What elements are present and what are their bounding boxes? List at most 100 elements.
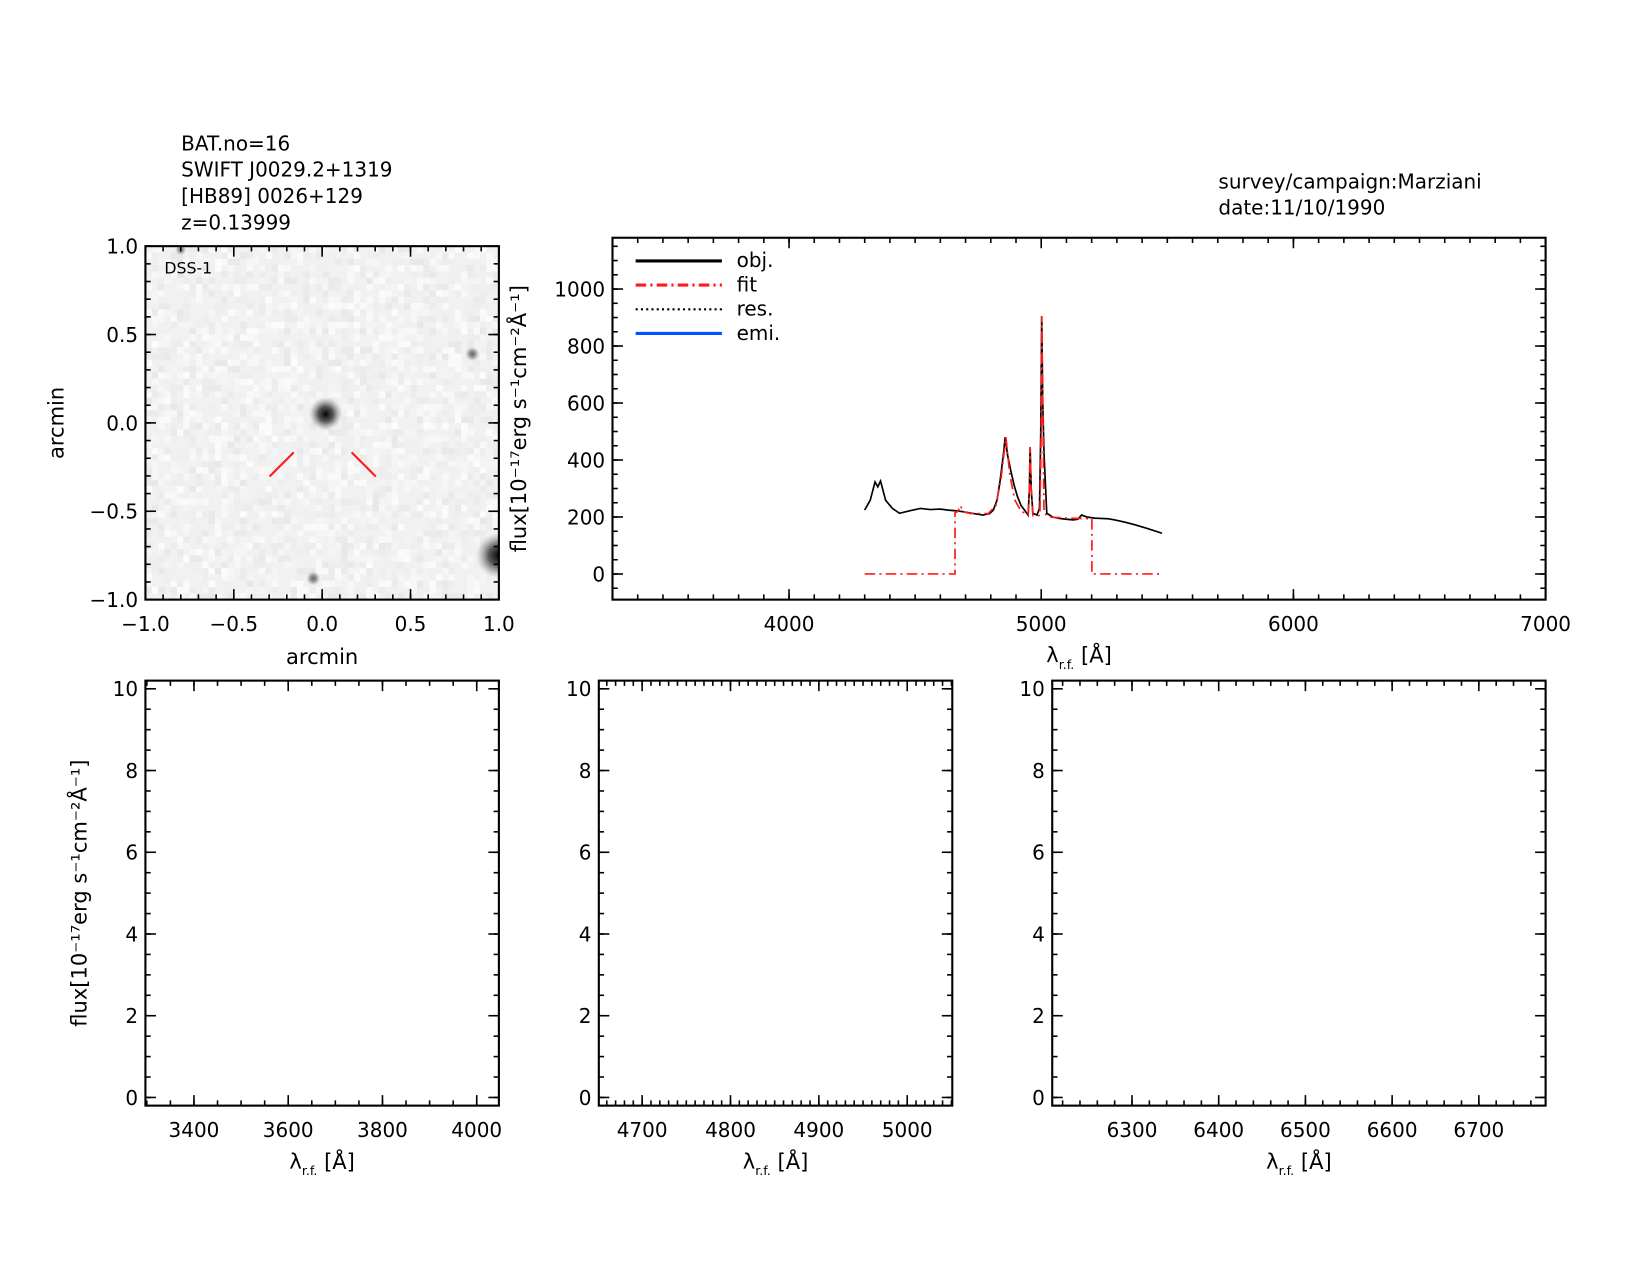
image-pixel — [378, 315, 386, 323]
image-pixel — [404, 252, 411, 260]
image-pixel — [448, 271, 456, 279]
image-pixel — [315, 353, 323, 361]
image-pixel — [246, 504, 254, 512]
image-pixel — [265, 441, 272, 449]
image-pixel — [385, 290, 392, 297]
image-pixel — [208, 416, 216, 424]
image-pixel — [290, 347, 298, 354]
image-pixel — [366, 359, 373, 367]
image-pixel — [366, 309, 373, 316]
image-pixel — [259, 587, 266, 594]
image-pixel — [214, 454, 222, 462]
image-pixel — [208, 277, 216, 285]
image-pixel — [271, 271, 279, 279]
image-pixel — [442, 454, 449, 462]
image-pixel — [385, 321, 392, 329]
image-pixel — [378, 530, 386, 537]
image-pixel — [277, 492, 285, 499]
image-pixel — [284, 391, 291, 398]
image-pixel — [170, 321, 178, 329]
image-pixel — [202, 265, 209, 272]
image-pixel — [145, 403, 153, 411]
image-pixel — [486, 385, 493, 392]
image-pixel — [372, 454, 380, 462]
image-pixel — [183, 340, 190, 348]
image-pixel — [435, 366, 443, 373]
image-pixel — [195, 473, 203, 481]
image-pixel — [347, 271, 355, 279]
image-pixel — [372, 290, 380, 297]
y-tick-label: 10 — [566, 677, 591, 701]
image-pixel — [454, 479, 462, 487]
image-pixel — [410, 277, 418, 285]
image-pixel — [486, 574, 493, 582]
image-pixel — [189, 372, 197, 380]
image-pixel — [309, 340, 317, 348]
x-tick-label: 0.5 — [395, 612, 427, 636]
image-pixel — [492, 385, 500, 392]
image-pixel — [378, 435, 386, 443]
image-pixel — [227, 258, 235, 266]
image-pixel — [303, 479, 310, 487]
x-label-subscript: r.f. — [1059, 657, 1075, 672]
image-pixel — [271, 359, 279, 367]
image-pixel — [315, 536, 323, 544]
image-pixel — [322, 448, 329, 455]
image-pixel — [265, 265, 272, 272]
image-pixel — [385, 416, 392, 424]
image-pixel — [473, 366, 481, 373]
image-pixel — [416, 574, 424, 582]
image-pixel — [448, 467, 456, 474]
image-pixel — [233, 422, 241, 430]
image-pixel — [442, 523, 449, 531]
x-label-unit: [Å] — [317, 1148, 354, 1174]
image-pixel — [435, 542, 443, 550]
image-pixel — [271, 366, 279, 373]
image-pixel — [265, 555, 272, 563]
image-pixel — [271, 403, 279, 411]
series-obj-line — [863, 316, 1163, 535]
x-axis-label: λr.f. [Å] — [289, 1148, 354, 1178]
image-pixel — [214, 397, 222, 405]
image-pixel — [492, 391, 500, 398]
image-pixel — [170, 340, 178, 348]
image-pixel — [353, 347, 361, 354]
image-pixel — [259, 359, 266, 367]
image-pixel — [353, 441, 361, 449]
image-pixel — [353, 448, 361, 455]
image-pixel — [309, 391, 317, 398]
image-pixel — [360, 498, 367, 506]
image-pixel — [341, 391, 348, 398]
image-pixel — [233, 454, 241, 462]
image-pixel — [429, 302, 437, 310]
image-pixel — [385, 435, 392, 443]
image-pixel — [486, 422, 493, 430]
image-pixel — [246, 403, 254, 411]
image-pixel — [448, 574, 456, 582]
image-pixel — [189, 290, 197, 297]
image-pixel — [341, 536, 348, 544]
image-pixel — [328, 284, 336, 291]
image-pixel — [158, 397, 165, 405]
image-pixel — [391, 479, 399, 487]
image-pixel — [442, 555, 449, 563]
image-pixel — [479, 391, 487, 398]
image-pixel — [429, 372, 437, 380]
image-pixel — [195, 347, 203, 354]
image-pixel — [353, 403, 361, 411]
image-pixel — [486, 460, 493, 468]
image-pixel — [246, 271, 254, 279]
image-pixel — [296, 397, 304, 405]
image-pixel — [467, 309, 474, 316]
image-pixel — [309, 467, 317, 474]
image-pixel — [290, 290, 298, 297]
sources — [174, 246, 499, 586]
image-pixel — [233, 467, 241, 474]
image-pixel — [442, 359, 449, 367]
image-pixel — [170, 473, 178, 481]
image-pixel — [372, 385, 380, 392]
image-pixel — [347, 429, 355, 436]
image-pixel — [486, 265, 493, 272]
image-pixel — [473, 511, 481, 518]
image-pixel — [189, 435, 197, 443]
